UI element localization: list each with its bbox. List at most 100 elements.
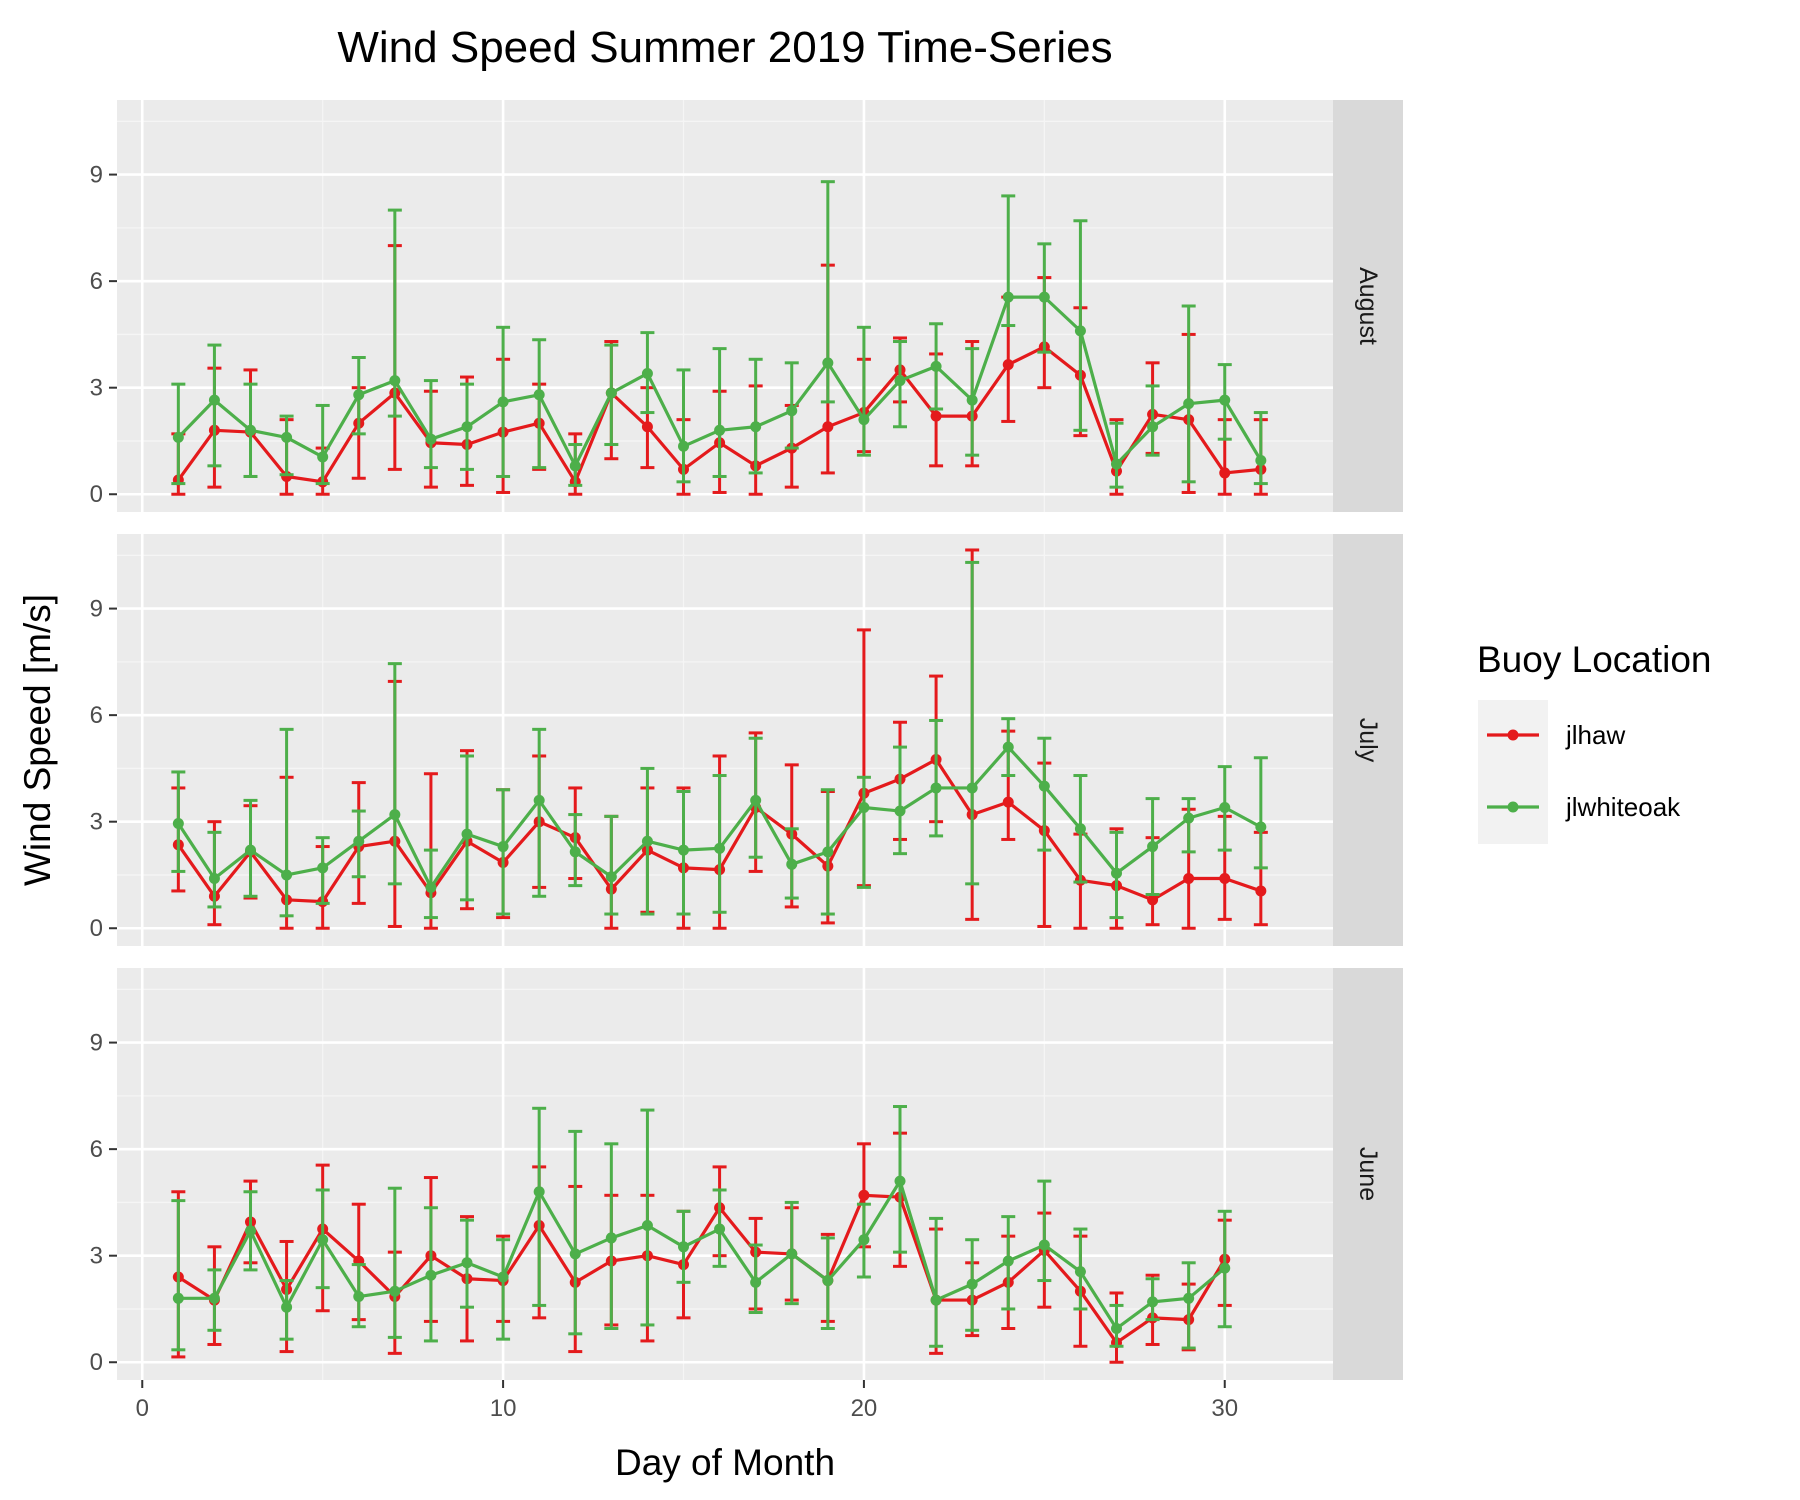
data-point-jlwhiteoak bbox=[858, 801, 870, 813]
data-point-jlwhiteoak bbox=[641, 367, 653, 379]
legend-key-point bbox=[1507, 729, 1519, 741]
data-point-jlwhiteoak bbox=[750, 421, 762, 433]
facet-strip-label: July bbox=[1354, 718, 1382, 763]
error-bar-jlwhiteoak bbox=[1145, 384, 1160, 457]
error-bar-jlwhiteoak bbox=[676, 368, 691, 484]
panel-background bbox=[117, 100, 1333, 512]
data-point-jlwhiteoak bbox=[425, 1269, 437, 1281]
data-point-jlhaw bbox=[1002, 359, 1014, 371]
legend-entry-jlwhiteoak: jlwhiteoak bbox=[1487, 792, 1681, 822]
data-point-jlwhiteoak bbox=[1038, 291, 1050, 303]
x-tick-label: 20 bbox=[851, 1395, 878, 1422]
data-point-jlwhiteoak bbox=[353, 835, 365, 847]
data-point-jlwhiteoak bbox=[497, 1271, 509, 1283]
data-point-jlwhiteoak bbox=[245, 1225, 257, 1237]
data-point-jlwhiteoak bbox=[1147, 421, 1159, 433]
legend-entry-jlhaw: jlhaw bbox=[1487, 720, 1625, 750]
data-point-jlwhiteoak bbox=[1147, 841, 1159, 853]
error-bar-jlwhiteoak bbox=[460, 754, 475, 902]
error-bar-jlwhiteoak bbox=[532, 338, 547, 470]
data-point-jlwhiteoak bbox=[822, 1275, 834, 1287]
legend-key-point bbox=[1507, 801, 1519, 813]
data-point-jlwhiteoak bbox=[425, 433, 437, 445]
data-point-jlwhiteoak bbox=[786, 1248, 798, 1260]
data-point-jlwhiteoak bbox=[281, 869, 293, 881]
legend-label: jlwhiteoak bbox=[1565, 792, 1681, 822]
data-point-jlwhiteoak bbox=[1219, 394, 1231, 406]
error-bar-jlwhiteoak bbox=[965, 560, 980, 886]
legend-key-background bbox=[1478, 700, 1548, 844]
y-tick-label: 0 bbox=[90, 915, 103, 942]
error-bar-jlwhiteoak bbox=[171, 1199, 186, 1352]
y-tick-label: 9 bbox=[90, 1030, 103, 1057]
data-point-jlwhiteoak bbox=[930, 360, 942, 372]
data-point-jlwhiteoak bbox=[930, 782, 942, 794]
error-bar-jlwhiteoak bbox=[1181, 1261, 1196, 1350]
data-point-jlhaw bbox=[1219, 873, 1231, 885]
data-point-jlwhiteoak bbox=[461, 421, 473, 433]
data-point-jlwhiteoak bbox=[1074, 1266, 1086, 1278]
data-point-jlwhiteoak bbox=[1074, 325, 1086, 337]
panel-background bbox=[117, 534, 1333, 946]
data-point-jlwhiteoak bbox=[678, 1241, 690, 1253]
error-bar-jlwhiteoak bbox=[640, 1108, 655, 1327]
error-bar-jlwhiteoak bbox=[1253, 411, 1268, 486]
data-point-jlwhiteoak bbox=[1255, 821, 1267, 833]
data-point-jlhaw bbox=[1255, 885, 1267, 897]
data-point-jlhaw bbox=[1183, 873, 1195, 885]
chart-title: Wind Speed Summer 2019 Time-Series bbox=[337, 23, 1112, 72]
data-point-jlwhiteoak bbox=[461, 1257, 473, 1269]
y-tick-label: 6 bbox=[90, 1136, 103, 1163]
data-point-jlwhiteoak bbox=[1219, 1262, 1231, 1274]
data-point-jlwhiteoak bbox=[894, 375, 906, 387]
data-point-jlwhiteoak bbox=[497, 841, 509, 853]
data-point-jlwhiteoak bbox=[786, 405, 798, 417]
data-point-jlwhiteoak bbox=[245, 424, 257, 436]
data-point-jlhaw bbox=[858, 1189, 870, 1201]
data-point-jlwhiteoak bbox=[786, 858, 798, 870]
x-tick-label: 10 bbox=[490, 1395, 517, 1422]
data-point-jlwhiteoak bbox=[172, 1292, 184, 1304]
facet-panel-august: 0 3 6 9 August bbox=[90, 100, 1403, 512]
data-point-jlwhiteoak bbox=[930, 1294, 942, 1306]
data-point-jlwhiteoak bbox=[678, 440, 690, 452]
error-bar-jlwhiteoak bbox=[1109, 421, 1124, 489]
data-point-jlwhiteoak bbox=[1002, 291, 1014, 303]
data-point-jlwhiteoak bbox=[208, 1292, 220, 1304]
error-bar-jlwhiteoak bbox=[1037, 1179, 1052, 1283]
data-point-jlwhiteoak bbox=[569, 460, 581, 472]
data-point-jlwhiteoak bbox=[208, 394, 220, 406]
error-bar-jlwhiteoak bbox=[1181, 797, 1196, 854]
data-point-jlwhiteoak bbox=[317, 862, 329, 874]
y-tick-label: 3 bbox=[90, 809, 103, 836]
y-tick-label: 9 bbox=[90, 596, 103, 623]
data-point-jlwhiteoak bbox=[966, 782, 978, 794]
facet-panels: 0 3 6 9 August 0 3 6 9 July 0 3 6 9 June 0 10 20 30 bbox=[90, 100, 1403, 1422]
data-point-jlhaw bbox=[930, 410, 942, 422]
y-axis-label: Wind Speed [m/s] bbox=[17, 594, 58, 886]
error-bar-jlwhiteoak bbox=[929, 1216, 944, 1348]
data-point-jlwhiteoak bbox=[389, 809, 401, 821]
error-bar-jlwhiteoak bbox=[1181, 304, 1196, 484]
data-point-jlwhiteoak bbox=[1255, 455, 1267, 466]
data-point-jlwhiteoak bbox=[966, 394, 978, 406]
data-point-jlwhiteoak bbox=[605, 1232, 617, 1244]
error-bar-jlwhiteoak bbox=[423, 379, 438, 470]
error-bar-jlwhiteoak bbox=[568, 1129, 583, 1336]
data-point-jlwhiteoak bbox=[1074, 823, 1086, 835]
data-point-jlwhiteoak bbox=[281, 431, 293, 443]
data-point-jlwhiteoak bbox=[1219, 801, 1231, 813]
data-point-jlwhiteoak bbox=[894, 805, 906, 817]
data-point-jlwhiteoak bbox=[714, 424, 726, 436]
data-point-jlwhiteoak bbox=[1183, 398, 1195, 410]
y-tick-label: 3 bbox=[90, 1243, 103, 1270]
data-point-jlwhiteoak bbox=[1147, 1296, 1159, 1308]
data-point-jlwhiteoak bbox=[822, 846, 834, 858]
legend-title: Buoy Location bbox=[1477, 639, 1712, 680]
data-point-jlwhiteoak bbox=[1038, 780, 1050, 792]
data-point-jlwhiteoak bbox=[389, 1285, 401, 1297]
y-tick-label: 3 bbox=[90, 375, 103, 402]
data-point-jlwhiteoak bbox=[533, 794, 545, 806]
y-tick-label: 0 bbox=[90, 1349, 103, 1376]
error-bar-jlwhiteoak bbox=[532, 727, 547, 898]
